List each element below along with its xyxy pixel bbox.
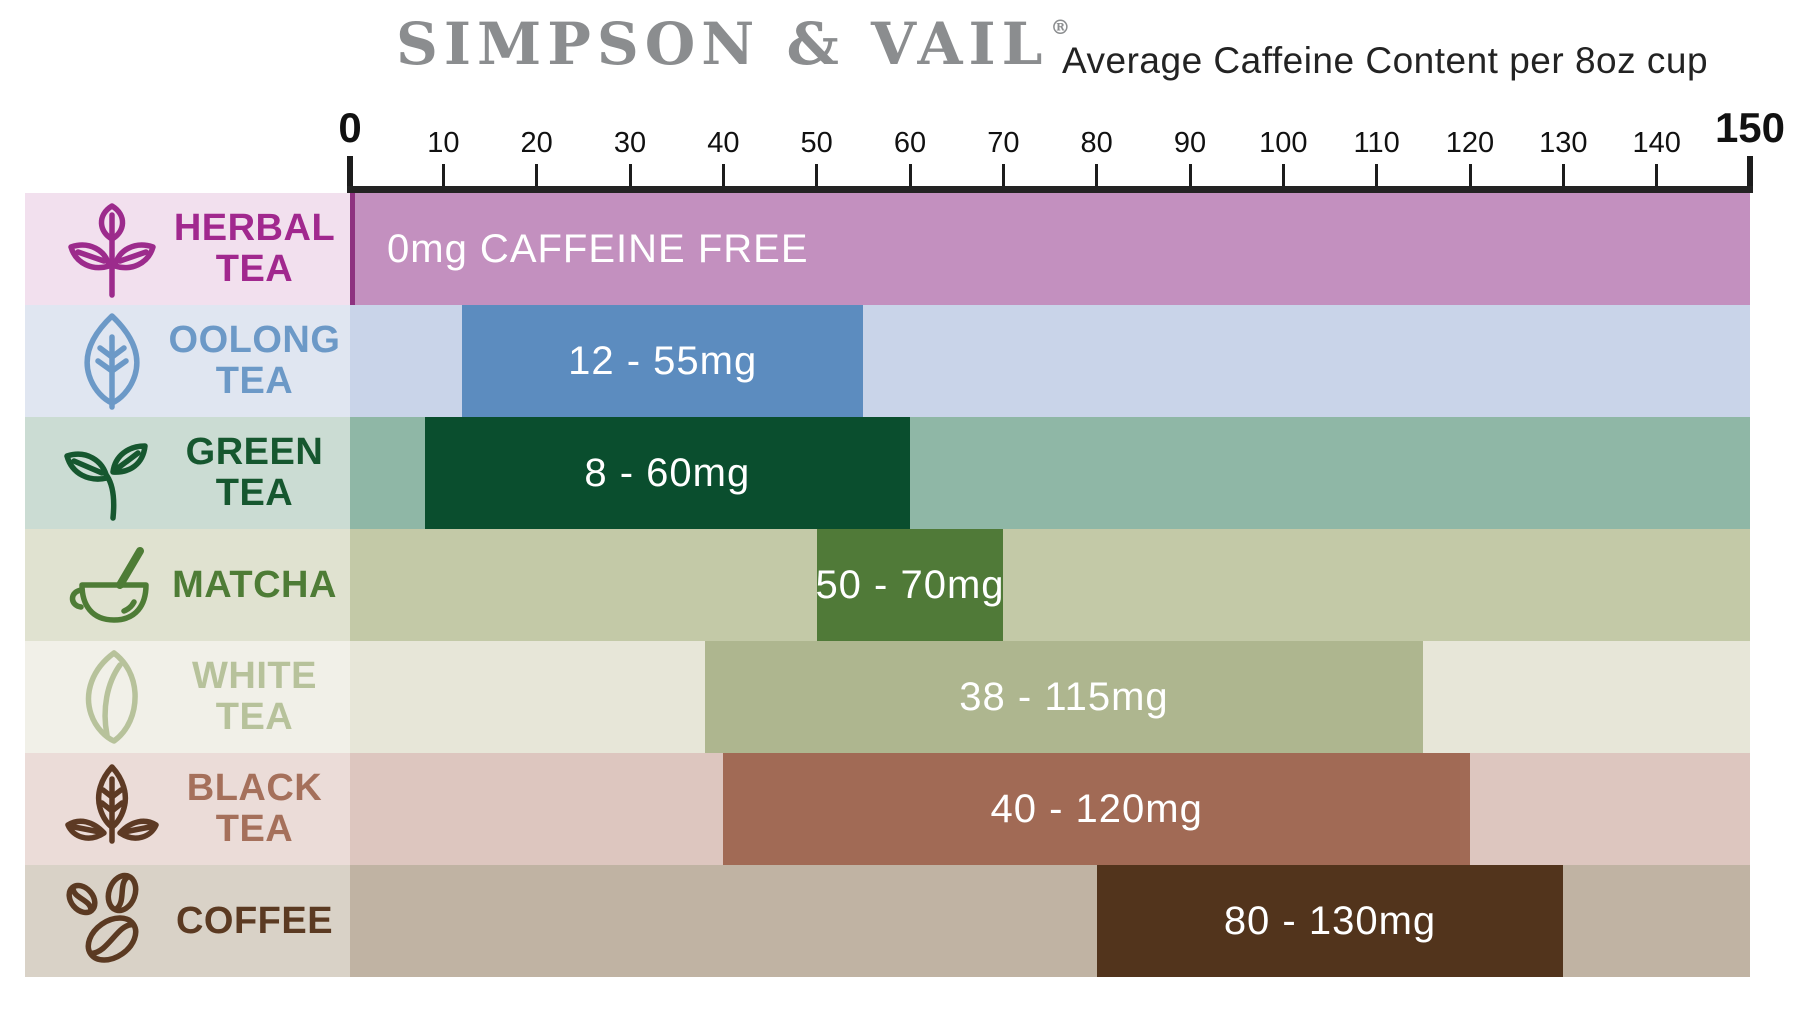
axis-tick-label-150: 150 bbox=[1714, 104, 1786, 151]
axis-tick-label-60: 60 bbox=[893, 127, 927, 159]
axis-tick-20 bbox=[535, 164, 539, 186]
axis-tick-label-0: 0 bbox=[338, 104, 362, 151]
row-white-tea: WHITE TEA 38 - 115mg bbox=[0, 641, 1800, 753]
white-tea-label: WHITE TEA bbox=[192, 655, 317, 738]
herbal-tea-label: HERBAL TEA bbox=[173, 207, 336, 290]
axis-tick-label-100: 100 bbox=[1259, 127, 1308, 159]
oolong-tea-value-label: 12 - 55mg bbox=[568, 338, 758, 383]
coffee-label: COFFEE bbox=[175, 899, 334, 942]
row-oolong-tea: OOLONG TEA 12 - 55mg bbox=[0, 305, 1800, 417]
matcha-label: MATCHA bbox=[172, 563, 337, 606]
axis-tick-120 bbox=[1468, 164, 1472, 186]
axis-tick-label-110: 110 bbox=[1353, 127, 1400, 159]
axis-tick-10 bbox=[441, 164, 445, 186]
herbal-tea-label-cell: HERBAL TEA bbox=[25, 193, 350, 305]
axis-line bbox=[347, 186, 1753, 193]
axis-tick-label-140: 140 bbox=[1632, 127, 1681, 159]
axis-tick-label-80: 80 bbox=[1080, 127, 1113, 159]
coffee-label-cell: COFFEE bbox=[25, 865, 350, 977]
axis-tick-label-40: 40 bbox=[707, 127, 740, 159]
registered-trademark-icon: ® bbox=[1050, 15, 1071, 39]
axis-tick-60 bbox=[908, 164, 912, 186]
black-tea-label-cell: BLACK TEA bbox=[25, 753, 350, 865]
axis-tick-90 bbox=[1188, 164, 1192, 186]
coffee-value-label: 80 - 130mg bbox=[1223, 898, 1437, 943]
green-tea-label: GREEN TEA bbox=[185, 431, 324, 514]
row-coffee: COFFEE 80 - 130mg bbox=[0, 865, 1800, 977]
herbal-tea-value-label: 0mg CAFFEINE FREE bbox=[387, 226, 809, 271]
axis-tick-label-120: 120 bbox=[1445, 127, 1495, 159]
brand-logo: SIMPSON & VAIL ® bbox=[396, 10, 1070, 78]
black-tea-icon bbox=[59, 756, 165, 862]
axis-tick-50 bbox=[815, 164, 819, 186]
herbal-tea-icon bbox=[59, 196, 165, 302]
matcha-value-label: 50 - 70mg bbox=[815, 562, 1005, 607]
axis-tick-label-30: 30 bbox=[613, 127, 647, 159]
white-tea-bar: 38 - 115mg bbox=[704, 641, 1424, 753]
axis-tick-40 bbox=[721, 164, 725, 186]
axis-tick-140 bbox=[1655, 164, 1659, 186]
axis-tick-150 bbox=[1747, 156, 1753, 186]
axis-tick-label-20: 20 bbox=[520, 127, 553, 159]
black-tea-value-label: 40 - 120mg bbox=[990, 786, 1203, 831]
axis-tick-label-90: 90 bbox=[1173, 127, 1207, 159]
white-tea-value-label: 38 - 115mg bbox=[959, 674, 1169, 719]
axis-tick-130 bbox=[1561, 164, 1565, 186]
chart-title: Average Caffeine Content per 8oz cup bbox=[1062, 40, 1709, 81]
axis-tick-0 bbox=[347, 156, 353, 186]
green-tea-bar: 8 - 60mg bbox=[424, 417, 910, 529]
green-tea-value-label: 8 - 60mg bbox=[584, 450, 751, 495]
oolong-tea-icon bbox=[59, 308, 165, 414]
row-herbal-tea: HERBAL TEA 0mg CAFFEINE FREE bbox=[0, 193, 1800, 305]
black-tea-bar: 40 - 120mg bbox=[723, 753, 1470, 865]
axis-tick-30 bbox=[628, 164, 632, 186]
oolong-tea-label: OOLONG TEA bbox=[168, 319, 341, 402]
green-tea-icon bbox=[59, 420, 165, 526]
oolong-tea-label-cell: OOLONG TEA bbox=[25, 305, 350, 417]
axis-tick-label-50: 50 bbox=[800, 127, 833, 159]
axis-tick-110 bbox=[1375, 164, 1379, 186]
coffee-icon bbox=[59, 868, 165, 974]
axis-tick-80 bbox=[1095, 164, 1099, 186]
row-black-tea: BLACK TEA 40 - 120mg bbox=[0, 753, 1800, 865]
herbal-tea-bar: 0mg CAFFEINE FREE bbox=[350, 193, 1750, 305]
row-matcha: MATCHA 50 - 70mg bbox=[0, 529, 1800, 641]
axis-tick-label-10: 10 bbox=[427, 127, 460, 159]
matcha-track bbox=[350, 529, 1750, 641]
axis-tick-100 bbox=[1281, 164, 1285, 186]
axis-tick-label-70: 70 bbox=[987, 127, 1020, 159]
white-tea-icon bbox=[59, 644, 165, 750]
green-tea-label-cell: GREEN TEA bbox=[25, 417, 350, 529]
white-tea-label-cell: WHITE TEA bbox=[25, 641, 350, 753]
matcha-bar: 50 - 70mg bbox=[815, 529, 1005, 641]
oolong-tea-bar: 12 - 55mg bbox=[462, 305, 864, 417]
axis-tick-label-130: 130 bbox=[1539, 127, 1588, 159]
brand-name: SIMPSON & VAIL bbox=[396, 10, 1049, 78]
axis-tick-70 bbox=[1001, 164, 1005, 186]
black-tea-label: BLACK TEA bbox=[186, 767, 323, 850]
row-green-tea: GREEN TEA 8 - 60mg bbox=[0, 417, 1800, 529]
coffee-bar: 80 - 130mg bbox=[1096, 865, 1564, 977]
matcha-icon bbox=[59, 532, 165, 638]
matcha-label-cell: MATCHA bbox=[25, 529, 350, 641]
